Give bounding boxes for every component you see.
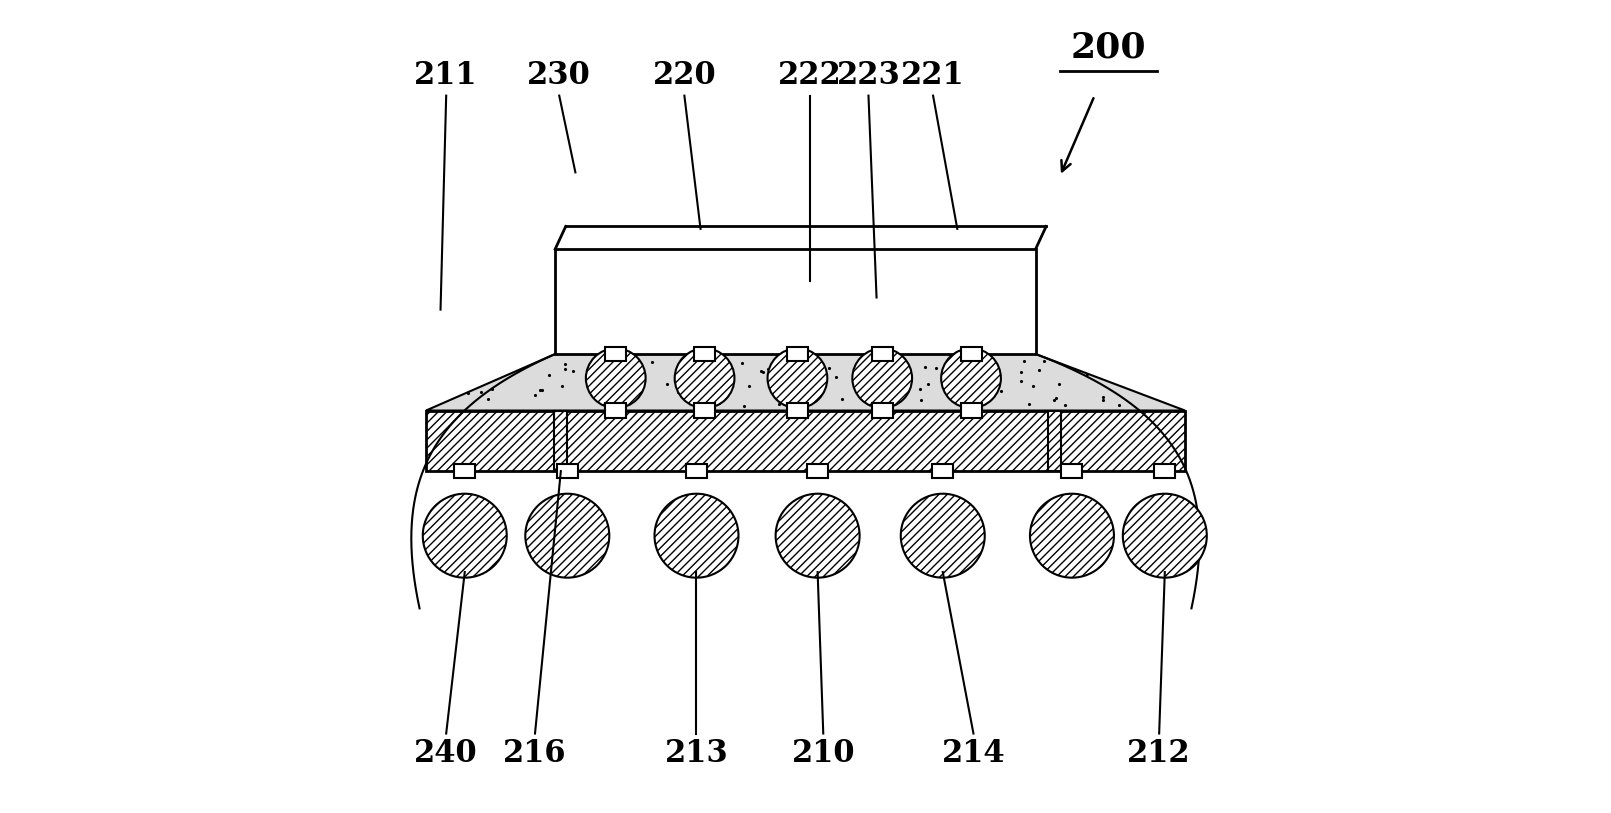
Bar	[694, 403, 715, 418]
Bar	[686, 464, 707, 478]
Circle shape	[586, 348, 646, 408]
Circle shape	[525, 493, 609, 578]
Circle shape	[941, 348, 1000, 408]
Circle shape	[675, 348, 735, 408]
Text: 214: 214	[942, 738, 1005, 769]
Circle shape	[422, 493, 507, 578]
Circle shape	[941, 348, 1000, 408]
Text: 213: 213	[665, 738, 728, 769]
Bar	[933, 464, 954, 478]
Circle shape	[675, 348, 735, 408]
Polygon shape	[425, 354, 1186, 411]
Text: 210: 210	[791, 738, 855, 769]
Circle shape	[767, 348, 828, 408]
Bar	[786, 403, 809, 418]
Bar	[694, 347, 715, 361]
Bar	[606, 347, 627, 361]
Text: 216: 216	[503, 738, 567, 769]
Bar	[1047, 411, 1060, 471]
Bar	[960, 347, 981, 361]
Text: 230: 230	[527, 60, 591, 91]
Circle shape	[1123, 493, 1207, 578]
Circle shape	[654, 493, 738, 578]
Bar	[556, 249, 1036, 354]
Circle shape	[1029, 493, 1113, 578]
Bar	[606, 403, 627, 418]
Text: 223: 223	[836, 60, 901, 91]
Bar	[454, 464, 475, 478]
Bar	[872, 347, 892, 361]
Circle shape	[767, 348, 828, 408]
Bar	[872, 403, 892, 418]
Text: 220: 220	[652, 60, 717, 91]
Circle shape	[901, 493, 984, 578]
Circle shape	[775, 493, 860, 578]
Bar	[1155, 464, 1176, 478]
Text: 200: 200	[1070, 30, 1145, 64]
Bar	[554, 411, 567, 471]
Bar	[557, 464, 578, 478]
Text: 211: 211	[414, 60, 478, 91]
Circle shape	[586, 348, 646, 408]
Text: 222: 222	[778, 60, 841, 91]
Circle shape	[422, 493, 507, 578]
Circle shape	[1123, 493, 1207, 578]
Circle shape	[775, 493, 860, 578]
Circle shape	[1029, 493, 1113, 578]
Text: 221: 221	[901, 60, 965, 91]
Bar	[786, 347, 809, 361]
Text: 240: 240	[414, 738, 478, 769]
Bar	[960, 403, 981, 418]
Circle shape	[852, 348, 912, 408]
Bar	[1062, 464, 1083, 478]
Circle shape	[901, 493, 984, 578]
Text: 212: 212	[1128, 738, 1191, 769]
Circle shape	[654, 493, 738, 578]
Bar	[425, 411, 1186, 471]
Circle shape	[525, 493, 609, 578]
Bar	[807, 464, 828, 478]
Circle shape	[852, 348, 912, 408]
